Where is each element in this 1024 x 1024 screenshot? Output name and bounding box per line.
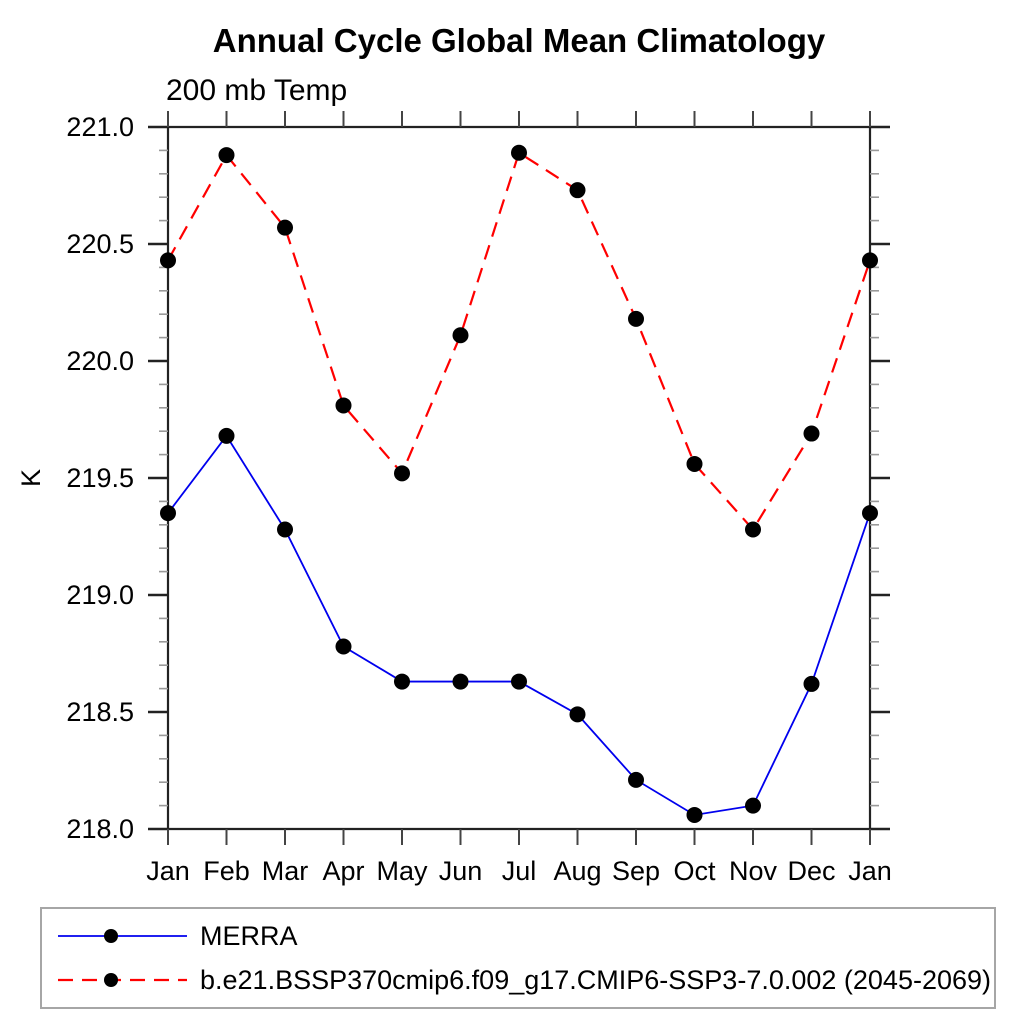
y-axis-title: K	[16, 469, 46, 487]
data-point-marker	[452, 673, 469, 690]
x-tick-label: Sep	[612, 856, 660, 886]
y-tick-label: 220.5	[66, 229, 134, 259]
data-point-marker	[452, 327, 469, 344]
x-tick-label: Jun	[439, 856, 483, 886]
data-point-marker	[160, 505, 176, 522]
data-point-marker	[862, 505, 878, 522]
legend-line-sample-dashed	[58, 973, 187, 987]
data-point-marker	[745, 797, 761, 814]
chart-title: Annual Cycle Global Mean Climatology	[212, 22, 826, 59]
data-point-marker	[335, 638, 352, 655]
series-line-1	[167, 151, 872, 532]
y-tick-label: 218.5	[66, 697, 134, 727]
legend-box: MERRA b.e21.BSSP370cmip6.f09_g17.CMIP6-S…	[40, 907, 996, 1009]
data-point-marker	[335, 397, 352, 414]
x-tick-label: Oct	[673, 856, 716, 886]
legend-item-merra: MERRA	[55, 919, 994, 953]
y-tick-label: 219.0	[66, 580, 134, 610]
y-tick-label: 220.0	[66, 346, 134, 376]
data-point-marker	[394, 465, 410, 482]
data-point-marker	[218, 427, 235, 444]
data-point-marker	[803, 425, 820, 442]
chart-canvas: 218.0 218.5 219.0 219.5 220.0 220.5 221.0 Jan Fe…	[16, 111, 892, 886]
x-tick-label: Mar	[262, 856, 309, 886]
data-point-marker	[745, 521, 761, 538]
legend-label: b.e21.BSSP370cmip6.f09_g17.CMIP6-SSP3-7.…	[200, 964, 992, 995]
y-tick-label: 221.0	[66, 112, 134, 142]
data-point-marker	[511, 144, 527, 161]
y-tick-label: 219.5	[66, 463, 134, 493]
data-point-marker	[569, 706, 586, 723]
data-point-marker	[862, 252, 878, 269]
data-point-marker	[511, 673, 527, 690]
legend-item-model: b.e21.BSSP370cmip6.f09_g17.CMIP6-SSP3-7.…	[55, 963, 994, 997]
x-tick-label: Jan	[848, 856, 892, 886]
data-point-marker	[628, 771, 644, 788]
x-tick-label: Nov	[729, 856, 778, 886]
data-point-marker	[277, 521, 293, 538]
x-tick-label: Jan	[146, 856, 190, 886]
x-tick-label: Aug	[553, 856, 601, 886]
series-line-0	[167, 434, 871, 816]
data-point-marker	[686, 806, 703, 823]
legend-line-sample-solid	[58, 929, 187, 943]
data-point-marker	[569, 182, 586, 199]
data-point-marker	[394, 673, 410, 690]
x-tick-label: Dec	[787, 856, 835, 886]
chart-subtitle: 200 mb Temp	[166, 74, 348, 107]
x-tick-label: Apr	[322, 856, 364, 886]
data-point-marker	[628, 310, 644, 327]
x-tick-label: Jul	[502, 856, 537, 886]
x-tick-label: Feb	[203, 856, 250, 886]
data-point-marker	[218, 147, 235, 164]
y-tick-label: 218.0	[66, 814, 134, 844]
data-point-marker	[686, 455, 703, 472]
data-point-marker	[160, 252, 176, 269]
legend-label: MERRA	[200, 920, 298, 951]
data-point-marker	[803, 675, 820, 692]
x-tick-label: May	[376, 856, 428, 886]
plot-axes: 218.0 218.5 219.0 219.5 220.0 220.5 221.0 Jan Fe…	[66, 111, 892, 886]
data-point-marker	[277, 219, 293, 236]
